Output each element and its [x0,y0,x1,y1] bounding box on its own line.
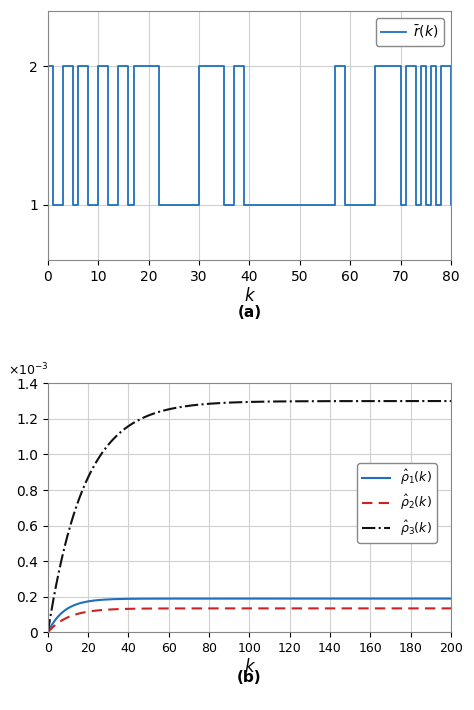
$\hat{\rho}_1(k)$ [437,594,442,603]
Text: (a): (a) [237,305,262,320]
$\hat{\rho}_3(k)$ [230,398,236,407]
$\hat{\rho}_1(k)$ [448,594,454,603]
$\hat{\rho}_3(k)$ [65,528,71,537]
$\hat{\rho}_2(k)$ [45,628,51,637]
X-axis label: k: k [245,658,254,676]
$\hat{\rho}_3(k)$ [436,397,442,405]
Line: $\hat{\rho}_1(k)$: $\hat{\rho}_1(k)$ [48,599,451,633]
Line: $\hat{\rho}_3(k)$: $\hat{\rho}_3(k)$ [48,401,451,633]
$\hat{\rho}_2(k)$ [448,604,454,613]
Line: $\hat{\rho}_2(k)$: $\hat{\rho}_2(k)$ [48,608,451,633]
$\hat{\rho}_3(k)$ [437,397,442,405]
$\hat{\rho}_2(k)$ [437,604,442,613]
X-axis label: k: k [245,287,254,305]
$\hat{\rho}_2(k)$ [241,604,246,613]
$\hat{\rho}_1(k)$ [363,594,368,603]
$\hat{\rho}_3(k)$ [363,397,368,405]
$\hat{\rho}_2(k)$ [363,604,368,613]
$\hat{\rho}_3(k)$ [448,397,454,405]
$\hat{\rho}_2(k)$ [230,604,236,613]
$\hat{\rho}_2(k)$ [65,613,71,621]
Text: (b): (b) [237,670,262,684]
$\hat{\rho}_1(k)$ [436,594,442,603]
Text: $\times 10^{-3}$: $\times 10^{-3}$ [8,361,48,378]
$\hat{\rho}_3(k)$ [45,628,51,637]
$\hat{\rho}_1(k)$ [65,604,71,612]
$\hat{\rho}_1(k)$ [45,628,51,637]
Legend: $\hat{\rho}_1(k)$, $\hat{\rho}_2(k)$, $\hat{\rho}_3(k)$: $\hat{\rho}_1(k)$, $\hat{\rho}_2(k)$, $\… [357,463,437,542]
$\hat{\rho}_1(k)$ [241,594,246,603]
$\hat{\rho}_1(k)$ [230,594,236,603]
Legend: $\bar{r}(k)$: $\bar{r}(k)$ [375,18,444,46]
$\hat{\rho}_2(k)$ [436,604,442,613]
$\hat{\rho}_3(k)$ [241,398,246,406]
